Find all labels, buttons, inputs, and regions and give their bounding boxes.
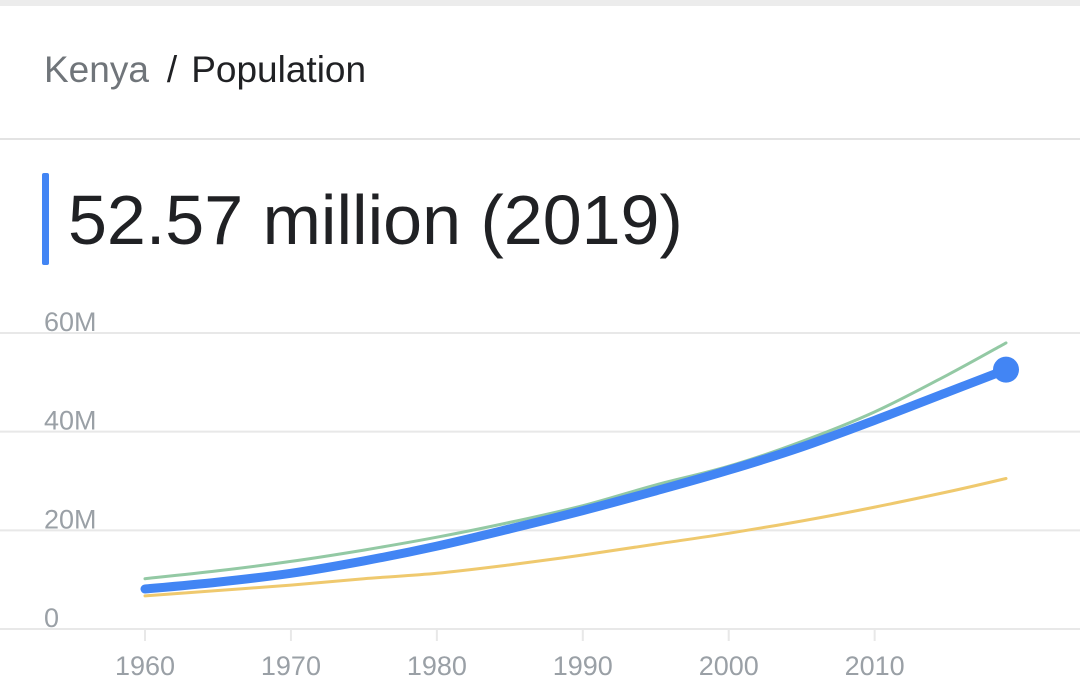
x-tick-label: 1990 (553, 651, 613, 681)
y-axis-ticks: 0 20M 40M 60M (44, 307, 97, 633)
top-bar (0, 0, 1080, 6)
header-divider (0, 138, 1080, 140)
x-axis-ticks: 1960 1970 1980 1990 2000 2010 (115, 629, 905, 681)
x-tick-label: 1960 (115, 651, 175, 681)
y-tick-label: 0 (44, 603, 59, 633)
marker-layer (993, 356, 1019, 383)
breadcrumb: Kenya / Population (44, 48, 366, 92)
headline-value: 52.57 million (2019) (68, 181, 683, 259)
x-tick-label: 1980 (407, 651, 467, 681)
y-tick-label: 60M (44, 307, 97, 337)
comparison-series-line-0 (143, 341, 1008, 581)
latest-value-marker[interactable] (993, 356, 1019, 383)
x-tick-label: 2000 (699, 651, 759, 681)
y-tick-label: 40M (44, 406, 97, 436)
x-tick-label: 1970 (261, 651, 321, 681)
comparison-series-line-1 (143, 477, 1008, 598)
x-tick-label: 2010 (845, 651, 905, 681)
primary-series-line (140, 365, 1011, 594)
breadcrumb-metric: Population (191, 49, 367, 90)
y-tick-label: 20M (44, 504, 97, 534)
series-lines (140, 341, 1011, 598)
value-accent-bar (42, 173, 49, 265)
population-chart[interactable]: 0 20M 40M 60M 1960 1970 1980 1990 2000 2010 (0, 300, 1080, 693)
gridlines (0, 332, 1080, 630)
breadcrumb-separator: / (166, 49, 178, 90)
breadcrumb-country[interactable]: Kenya (44, 49, 149, 90)
